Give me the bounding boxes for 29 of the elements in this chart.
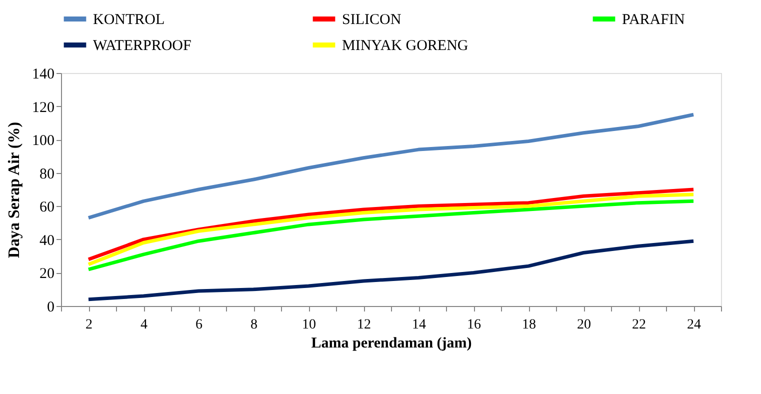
x-tick-label: 14: [412, 318, 426, 332]
x-tick-label: 20: [577, 318, 591, 332]
y-tick-label: 80: [40, 166, 54, 182]
line-series: [86, 112, 696, 220]
x-tick-label: 6: [196, 318, 202, 332]
legend-label: MINYAK GORENG: [342, 38, 468, 54]
x-tick-label: 22: [632, 318, 646, 332]
y-tick-label: 120: [32, 100, 54, 116]
legend-label: PARAFIN: [622, 12, 685, 28]
legend-label: WATERPROOF: [93, 38, 192, 54]
legend-label: SILICON: [342, 12, 402, 28]
x-tick-label: 8: [250, 318, 258, 332]
x-tick-label: 16: [467, 318, 481, 332]
y-axis-title: Daya Serap Air (%): [6, 122, 23, 258]
x-tick-label: 18: [522, 318, 536, 332]
x-axis-title: Lama perendaman (jam): [311, 336, 472, 352]
y-tick-label: 40: [40, 232, 54, 249]
legend-label: KONTROL: [93, 12, 165, 28]
x-tick-label: 4: [140, 318, 148, 332]
x-tick-label: 12: [357, 318, 371, 332]
y-tick-label: 100: [32, 133, 54, 150]
line-series: [86, 239, 696, 302]
x-tick-label: 24: [687, 318, 701, 332]
x-tick-label: 2: [86, 318, 92, 332]
x-tick-label: 10: [302, 318, 316, 332]
y-tick-label: 20: [40, 266, 54, 282]
y-tick-label: 0: [47, 300, 54, 316]
y-tick-label: 60: [40, 200, 54, 216]
y-tick-label: 140: [32, 66, 54, 82]
